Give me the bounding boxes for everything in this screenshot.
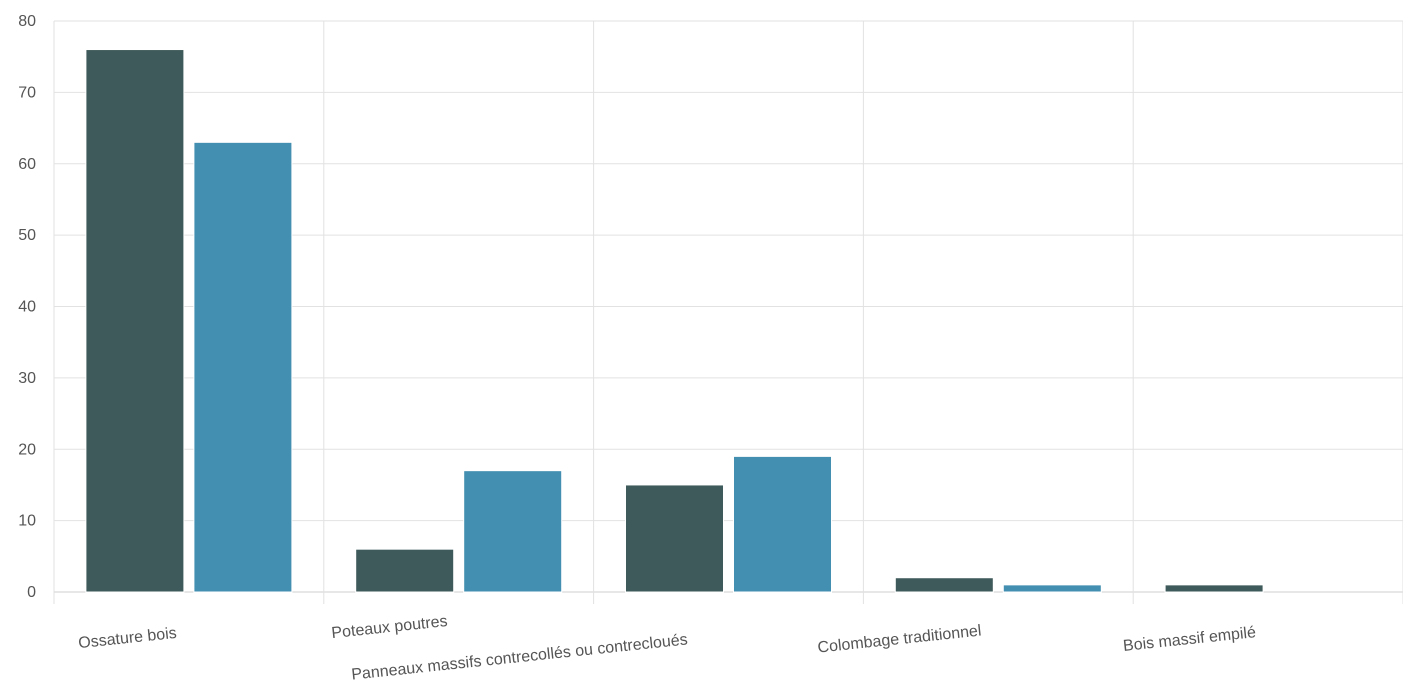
x-tick-label: Ossature bois (78, 625, 178, 652)
bar-series-1 (355, 548, 455, 593)
y-tick-label: 70 (18, 84, 36, 101)
bar-series-2 (1002, 584, 1102, 593)
bar-series-2 (463, 470, 563, 593)
bars (85, 49, 1264, 593)
x-tick-label: Colombage traditionnel (817, 622, 982, 656)
y-tick-label: 30 (18, 370, 36, 387)
y-tick-label: 80 (18, 13, 36, 30)
x-tick-label: Panneaux massifs contrecollés ou contrec… (351, 631, 689, 683)
y-tick-label: 60 (18, 156, 36, 173)
y-tick-label: 50 (18, 227, 36, 244)
x-tick-label: Poteaux poutres (331, 613, 449, 642)
bar-series-1 (894, 577, 994, 593)
bar-series-2 (733, 455, 832, 593)
bar-series-1 (625, 484, 724, 593)
y-tick-label: 40 (18, 299, 36, 316)
y-tick-label: 20 (18, 441, 36, 458)
x-tick-label: Bois massif empilé (1122, 624, 1257, 655)
bar-series-1 (1164, 584, 1264, 593)
bar-series-2 (193, 141, 293, 593)
y-tick-label: 10 (18, 513, 36, 530)
y-axis: 0 10 20 30 40 50 60 70 80 (18, 13, 36, 601)
y-tick-label: 0 (27, 584, 36, 601)
bar-series-1 (85, 49, 185, 593)
